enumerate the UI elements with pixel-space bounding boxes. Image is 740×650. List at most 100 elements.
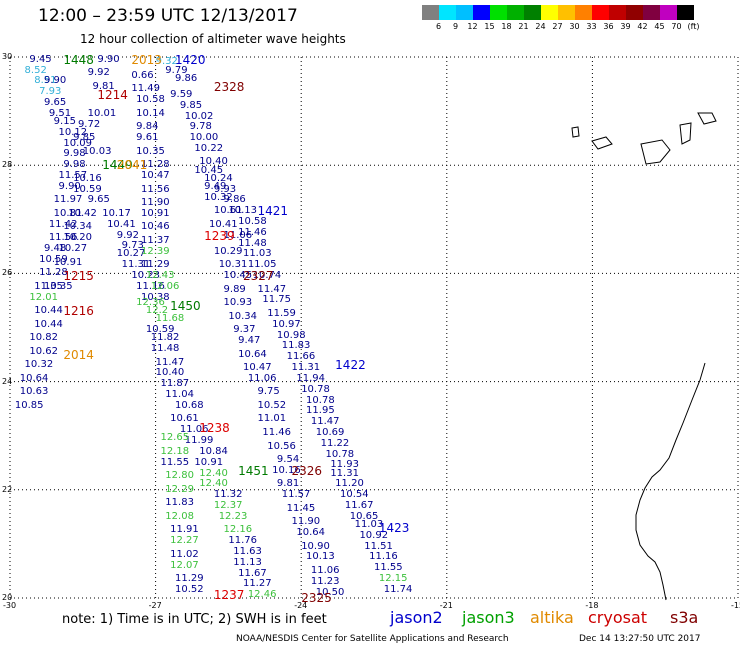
wave-height-value: 9.51	[48, 107, 72, 119]
legend-value: 30	[569, 22, 580, 31]
island-tenerife	[591, 136, 613, 150]
pass-time-label: 1450	[170, 298, 201, 313]
wave-height-value: 9.59	[170, 88, 193, 100]
wave-height-value: 9.61	[136, 132, 159, 144]
wave-height-value: 10.78	[325, 448, 355, 460]
wave-height-value: 7.93	[39, 86, 62, 98]
wave-height-value: 11.03	[242, 248, 272, 260]
wave-height-value: 11.74	[383, 583, 413, 595]
x-tick-label: -30	[3, 601, 17, 610]
wave-height-value: 11.90	[141, 197, 170, 209]
wave-height-value: 12.46	[247, 589, 277, 601]
x-tick-label: -15	[731, 601, 740, 610]
wave-height-value: 9.81	[92, 80, 115, 92]
wave-height-value: 11.48	[150, 343, 180, 355]
wave-height-value: 9.90	[58, 180, 81, 192]
wave-height-value: 11.06	[247, 372, 277, 384]
pass-time-label: 1238	[199, 420, 230, 435]
wave-height-value: 9.90	[97, 53, 120, 65]
pass-time-label: 1214	[97, 87, 128, 102]
wave-height-value: 11.59	[267, 307, 296, 319]
wave-height-value: 11.23	[310, 575, 340, 587]
wave-height-value: 11.02	[170, 548, 199, 560]
pass-time-label: 1420	[175, 52, 206, 67]
wave-height-value: 10.97	[272, 318, 301, 330]
wave-height-value: 11.90	[291, 516, 321, 528]
legend-swatch	[439, 5, 456, 20]
pass-time-label: 1421	[257, 204, 289, 219]
pass-time-label: 2327	[242, 269, 274, 284]
legend-value: 21	[518, 22, 529, 31]
wave-height-value: 10.59	[145, 324, 175, 336]
wave-height-value: 10.91	[53, 256, 83, 268]
legend-value: 6	[435, 22, 442, 31]
legend-swatch	[456, 5, 473, 20]
wave-height-value: 11.57	[281, 489, 311, 501]
wave-height-value: 11.04	[165, 389, 194, 401]
wave-height-value: 10.64	[296, 527, 325, 539]
wave-height-value: 10.85	[14, 399, 44, 411]
wave-height-value: 12.43	[145, 270, 175, 282]
wave-height-value: 11.66	[286, 351, 316, 363]
wave-height-value: 11.76	[228, 535, 258, 547]
wave-height-value: 10.91	[141, 207, 170, 219]
wave-height-value: 10.68	[175, 399, 204, 411]
wave-height-value: 11.82	[150, 332, 180, 344]
legend-swatch	[490, 5, 507, 20]
wave-height-value: 10.50	[315, 586, 345, 598]
lat-lon-grid	[9, 56, 739, 599]
wave-height-value: 9.54	[276, 454, 300, 466]
generated-timestamp: Dec 14 13:27:50 UTC 2017	[579, 634, 701, 644]
wave-height-value: 11.29	[175, 573, 204, 585]
wave-height-value: 8.51	[34, 75, 57, 87]
wave-height-value: 10.13	[228, 205, 258, 217]
wave-height-value: 11.35	[34, 280, 63, 292]
wave-height-value: 10.81	[53, 207, 83, 219]
wave-height-value: 10.09	[63, 137, 93, 149]
wave-height-value: 11.95	[306, 405, 335, 417]
wave-height-value: 11.83	[281, 340, 311, 352]
wave-height-value: 10.61	[213, 205, 243, 217]
legend-swatch	[422, 5, 439, 20]
map-subtitle: 12 hour collection of altimeter wave hei…	[80, 32, 346, 46]
wave-height-value: 10.00	[189, 132, 219, 144]
satellite-label: jason2	[390, 608, 443, 627]
wave-height-value: 9.98	[63, 159, 86, 171]
wave-height-value: 11.97	[53, 194, 83, 206]
wave-height-value: 10.29	[213, 245, 243, 257]
wave-height-value: 10.58	[238, 216, 267, 227]
wave-height-value: 9.86	[223, 194, 246, 206]
legend-swatch	[660, 5, 677, 20]
wave-height-value: 9.72	[77, 118, 101, 130]
wave-height-value: 11.63	[233, 546, 262, 557]
legend-value: 12	[467, 22, 478, 31]
wave-height-value: 9.86	[175, 72, 198, 84]
wave-height-value: 10.52	[257, 399, 287, 411]
wave-height-value: 11.91	[170, 524, 199, 536]
legend-value: 42	[637, 22, 648, 31]
legend-value: 18	[501, 22, 512, 31]
wave-height-value: 11.31	[121, 259, 151, 271]
wave-height-value: 11.20	[335, 478, 364, 490]
wave-height-value: 9.89	[223, 283, 246, 295]
wave-height-value: 12.39	[141, 245, 170, 257]
y-tick-label: 30	[2, 52, 13, 61]
wave-height-value: 11.75	[262, 294, 291, 306]
wave-height-value: 10.64	[238, 348, 267, 360]
x-tick-label: -18	[585, 601, 599, 610]
legend-value: 36	[603, 22, 614, 31]
wave-height-value: 11.56	[48, 232, 78, 244]
wave-height-value: 10.01	[87, 107, 117, 119]
legend-value: 27	[552, 22, 563, 31]
wave-height-value: 11.47	[310, 416, 340, 428]
wave-height-value: 10.47	[242, 362, 272, 374]
wave-height-value: 12.01	[29, 291, 59, 303]
wave-height-value: 10.54	[340, 489, 369, 501]
wave-height-value: 9.90	[43, 75, 67, 87]
wave-height-value: 10.78	[301, 383, 330, 395]
wave-height-value: 10.02	[184, 110, 214, 122]
y-tick-label: 22	[2, 484, 13, 494]
legend-swatch	[558, 5, 575, 20]
wave-height-value: 10.16	[272, 464, 301, 476]
island-fuerteventura	[679, 122, 692, 145]
